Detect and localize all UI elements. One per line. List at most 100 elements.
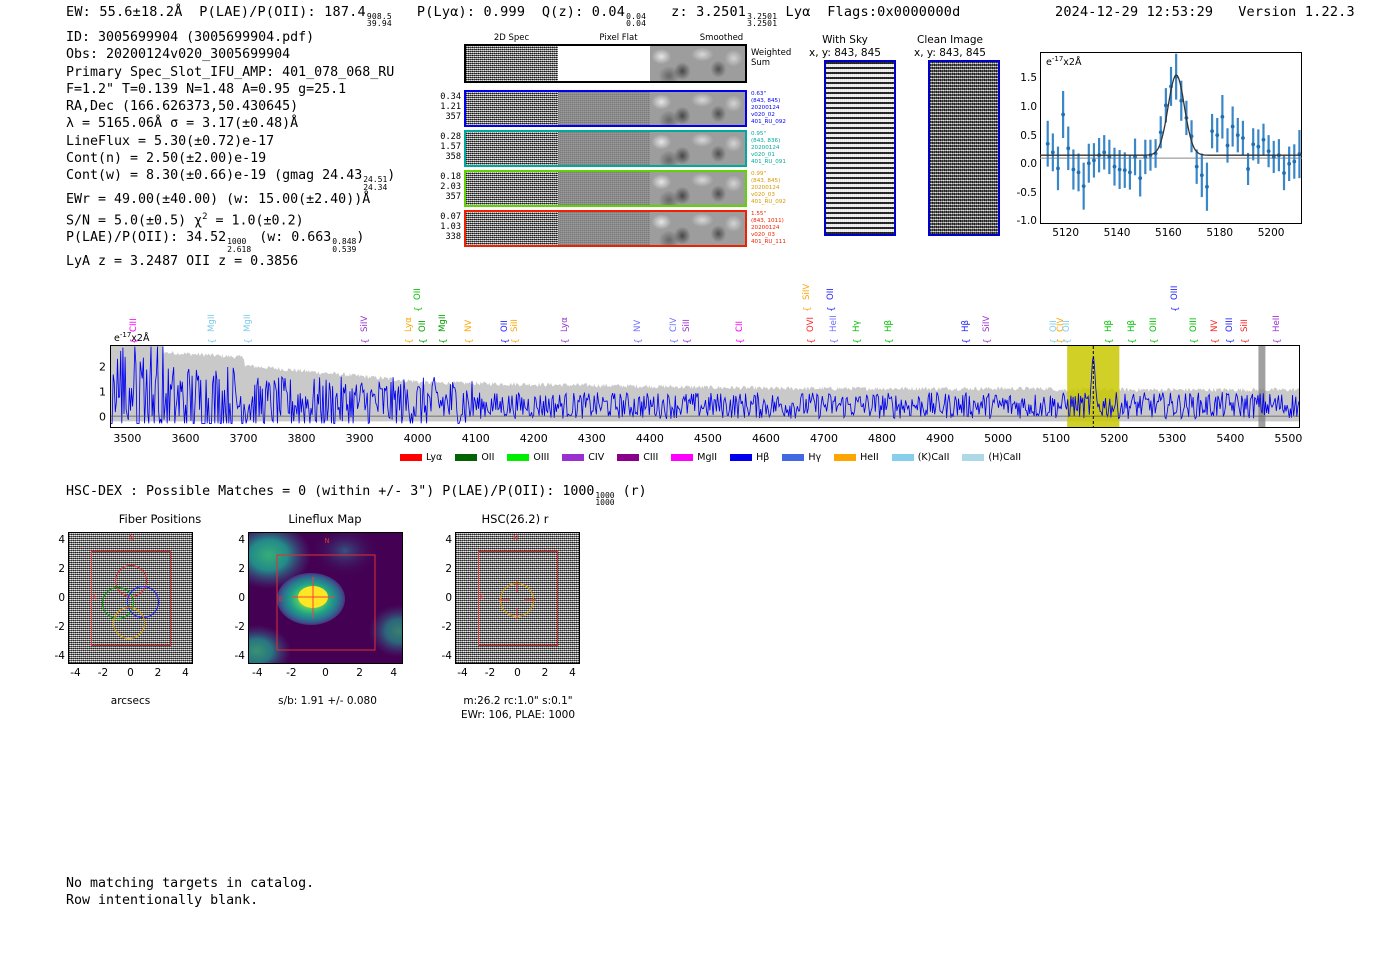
lineflux-caption: s/b: 1.91 +/- 0.080	[278, 695, 377, 707]
hsc-axes: 4 2 0 -2 -4 -4 -2 0 2 4	[442, 532, 580, 679]
plae-poii-range: 908.5 39.94	[366, 11, 392, 29]
emission-line-brace: {	[826, 306, 837, 312]
emission-line-label: MgII	[207, 314, 218, 332]
emission-line-brace: {	[670, 338, 681, 344]
emission-line-brace: {	[736, 338, 747, 344]
emission-line-label: SiIV	[982, 315, 993, 332]
cont-n-line: Cont(n) = 2.50(±2.00)e-19	[66, 151, 267, 167]
emission-line-brace: {	[511, 338, 522, 344]
lineflux-map-panel: N E	[248, 532, 403, 664]
hsc-plae-range: 1000 1000	[595, 490, 615, 508]
emission-line-brace: {	[1210, 338, 1221, 344]
lineplot-xtick: 5160	[1155, 227, 1182, 239]
fiber-xtick: 4	[182, 667, 189, 679]
legend-item: MgII	[671, 452, 717, 463]
footer-line-1: No matching targets in catalog.	[66, 876, 315, 891]
fullspec-xtick: 4400	[635, 432, 664, 445]
plae-range: 1000 2.618	[227, 237, 252, 254]
sn-text: S/N = 5.0(±0.5) χ	[66, 213, 203, 229]
with-sky-image	[824, 60, 896, 236]
plae-w-range: 0.848 0.539	[332, 237, 357, 254]
lineflux-ytick: -2	[234, 621, 245, 634]
legend-label: (K)CaII	[917, 452, 950, 463]
chi-squared-exponent: 2	[202, 211, 208, 222]
fullspec-xtick: 4800	[868, 432, 897, 445]
z-species: Lyα	[785, 4, 811, 20]
emission-line-label: OII	[1061, 320, 1072, 332]
emission-line-legend: Lyα OII OIII CIV CIII MgII Hβ Hγ HeII (K)CaII (H)C…	[400, 452, 1021, 463]
fullspec-xtick: 5000	[984, 432, 1013, 445]
fiber-xtick: 2	[154, 667, 162, 679]
plae-close: )	[356, 230, 365, 246]
hsc-dex-text: HSC-DEX : Possible Matches = 0 (within +…	[66, 484, 595, 499]
col-title-2dspec: 2D Spec	[493, 33, 530, 43]
legend-item: (H)CaII	[962, 452, 1021, 463]
lineflux-ytick: -4	[234, 650, 245, 663]
two-d-spectrum-panel: 2D Spec Pixel Flat Smoothed Weighted Sum…	[431, 33, 791, 247]
plae-poii-value: 187.4	[324, 4, 366, 20]
emission-line-label: OVI	[805, 316, 816, 332]
emission-line-brace: {	[803, 306, 814, 312]
emission-line-label: OII	[500, 320, 511, 332]
fiber-caption: arcsecs	[110, 695, 151, 707]
emission-line-label: HeII	[829, 315, 840, 332]
lineflux-xtick: -2	[286, 667, 297, 679]
qz-label: Q(z):	[541, 4, 584, 20]
emission-line-brace: {	[853, 338, 864, 344]
svg-text:N: N	[324, 537, 329, 545]
emission-line-brace: {	[413, 306, 424, 312]
sn-chi2-line: S/N = 5.0(±0.5) χ2 = 1.0(±0.2)	[66, 209, 395, 230]
legend-item: Hγ	[782, 452, 821, 463]
fullspec-xtick: 3500	[113, 432, 142, 445]
legend-item: (K)CaII	[891, 452, 950, 463]
exposure-row-stats: 0.18 2.03 357	[440, 172, 461, 203]
fullspec-ytick: 2	[99, 360, 106, 374]
hsc-xtick: 0	[514, 667, 521, 679]
cont-w-close: )	[387, 168, 396, 184]
plae-poii-line: P(LAE)/P(OII): 34.52 1000 2.618 (w: 0.663 0…	[66, 229, 395, 253]
hsc-r-panel: N E	[455, 532, 580, 664]
legend-item: OIII	[507, 452, 549, 463]
emission-line-label: NV	[633, 319, 644, 332]
plae-w-text: (w: 0.663	[259, 230, 332, 246]
lineflux-xtick: 0	[322, 667, 329, 679]
fullspec-xtick: 4700	[810, 432, 838, 445]
cont-w-text: Cont(w) = 8.30(±0.66)e-19 (gmag 24.43	[66, 168, 363, 184]
fullspec-xtick: 3600	[171, 432, 200, 445]
emission-line-label: SiII	[681, 319, 692, 332]
hsc-dex-summary: HSC-DEX : Possible Matches = 0 (within +…	[66, 484, 647, 507]
fullspec-xtick: 5500	[1274, 432, 1303, 445]
with-sky-title: With Sky x, y: 843, 845	[809, 34, 881, 59]
emission-line-brace: {	[243, 338, 254, 344]
exposure-row-meta: 0.95" (843, 836) 20200124 v020_01 401_RU…	[751, 131, 786, 166]
emission-line-label: Lyα	[559, 317, 570, 332]
hsc-xtick: -4	[457, 667, 468, 679]
exposure-row	[464, 210, 747, 247]
emission-line-label: SiII	[1239, 319, 1250, 332]
fiber-xtick: 0	[127, 667, 134, 679]
weighted-sum-row	[464, 44, 747, 83]
east-label: E	[93, 593, 98, 601]
emission-line-label: OIII	[1225, 317, 1236, 332]
legend-swatch	[617, 454, 640, 461]
plya-label: P(Lyα):	[416, 4, 476, 20]
fullspec-frame	[110, 345, 1300, 428]
exposure-row	[464, 130, 747, 167]
north-label: N	[513, 534, 519, 542]
primary-spec-line: Primary Spec_Slot_IFU_AMP: 401_078_068_R…	[66, 64, 395, 80]
hsc-ytick: -2	[441, 621, 452, 634]
fullspec-xtick: 4100	[461, 432, 490, 445]
emission-line-label: Hγ	[852, 320, 863, 332]
emission-line-brace: {	[1062, 338, 1073, 344]
fullspec-xtick: 4000	[403, 432, 432, 445]
lineplot-xtick: 5120	[1052, 227, 1080, 239]
fiber-circle-orange	[113, 607, 145, 639]
legend-label: CIII	[643, 452, 659, 463]
clean-image-title: Clean Image x, y: 843, 845	[914, 34, 986, 59]
legend-label: OIII	[533, 452, 550, 463]
emission-line-brace: {	[1190, 338, 1201, 344]
lineplot-ytick: 1.0	[1020, 100, 1037, 113]
exposure-row-meta: 1.55" (843, 1011) 20200124 v020_03 401_R…	[751, 211, 786, 246]
hsc-xtick: 4	[569, 667, 576, 679]
emission-line-label: MgII	[437, 314, 448, 332]
